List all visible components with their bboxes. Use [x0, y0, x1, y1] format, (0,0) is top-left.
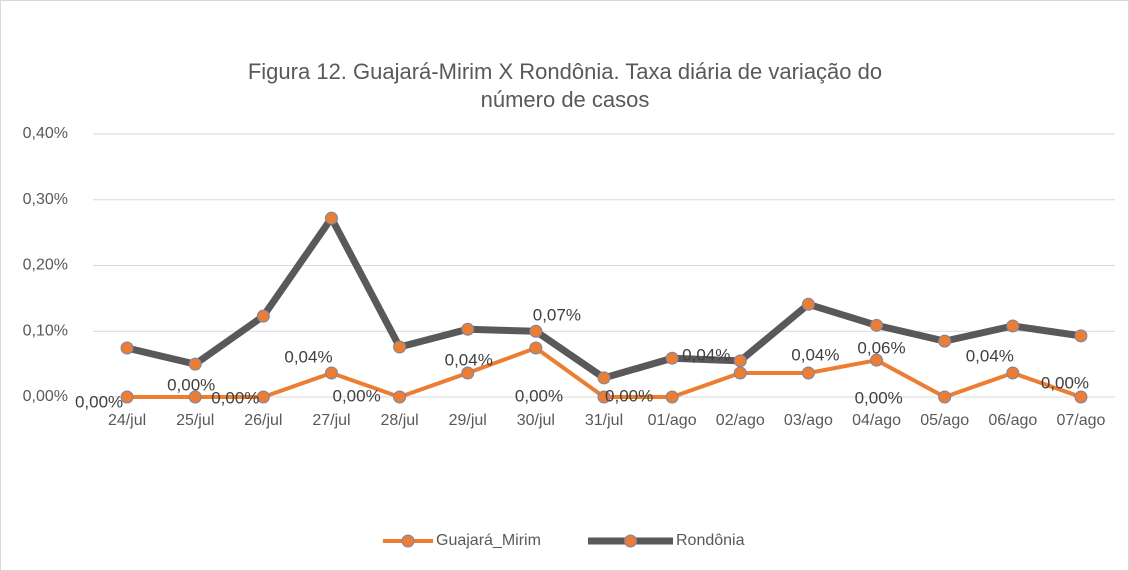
x-tick-label: 07/ago — [1056, 412, 1105, 429]
data-label: 0,06% — [857, 339, 905, 358]
data-point — [801, 366, 815, 380]
x-tick-label: 25/jul — [176, 412, 214, 429]
data-point — [665, 351, 679, 365]
data-label: 0,00% — [75, 392, 123, 411]
y-tick-label: 0,30% — [23, 191, 68, 208]
legend-marker — [624, 534, 637, 548]
data-point — [1006, 366, 1020, 380]
y-tick-label: 0,00% — [23, 388, 68, 405]
y-tick-label: 0,40% — [23, 125, 68, 142]
data-point — [1006, 319, 1020, 333]
data-point — [120, 341, 134, 355]
y-tick-label: 0,20% — [23, 257, 68, 274]
x-tick-label: 03/ago — [784, 412, 833, 429]
legend-marker — [401, 534, 415, 548]
data-point — [733, 354, 747, 368]
data-point — [393, 340, 407, 354]
x-tick-label: 31/jul — [585, 412, 623, 429]
x-tick-label: 26/jul — [244, 412, 282, 429]
data-label: 0,04% — [966, 346, 1014, 365]
data-point — [256, 309, 270, 323]
data-label: 0,00% — [211, 388, 259, 407]
legend-label: Guajará_Mirim — [436, 532, 541, 549]
x-tick-label: 27/jul — [312, 412, 350, 429]
x-tick-label: 30/jul — [517, 412, 555, 429]
y-tick-label: 0,10% — [23, 322, 68, 339]
data-point — [120, 390, 134, 404]
data-label: 0,00% — [605, 386, 653, 405]
data-point — [1074, 390, 1088, 404]
data-point — [870, 353, 884, 367]
data-point — [870, 318, 884, 332]
x-tick-label: 28/jul — [380, 412, 418, 429]
data-point — [801, 297, 815, 311]
x-tick-label: 02/ago — [716, 412, 765, 429]
legend-label: Rondônia — [676, 532, 745, 549]
data-point — [188, 390, 202, 404]
data-point — [597, 371, 611, 385]
data-point — [461, 366, 475, 380]
data-label: 0,04% — [284, 347, 332, 366]
x-tick-label: 05/ago — [920, 412, 969, 429]
data-point — [324, 366, 338, 380]
data-point — [1074, 329, 1088, 343]
x-tick-label: 06/ago — [988, 412, 1037, 429]
data-point — [393, 390, 407, 404]
data-point — [938, 334, 952, 348]
data-point — [529, 324, 543, 338]
data-point — [188, 357, 202, 371]
x-tick-label: 24/jul — [108, 412, 146, 429]
data-label: 0,07% — [533, 306, 581, 325]
data-label: 0,04% — [682, 345, 730, 364]
data-label: 0,00% — [855, 388, 903, 407]
data-point — [938, 390, 952, 404]
chart-title: Figura 12. Guajará-Mirim X Rondônia. Tax… — [247, 59, 883, 112]
data-point — [665, 390, 679, 404]
data-label: 0,00% — [167, 375, 215, 394]
series-line — [126, 214, 1082, 382]
data-label: 0,00% — [515, 386, 563, 405]
data-point — [529, 341, 543, 355]
data-point — [597, 390, 611, 404]
data-label: 0,04% — [791, 345, 839, 364]
data-point — [256, 390, 270, 404]
data-label: 0,00% — [332, 386, 380, 405]
x-tick-label: 01/ago — [648, 412, 697, 429]
data-point — [324, 211, 338, 225]
data-point — [733, 366, 747, 380]
data-label: 0,00% — [1041, 373, 1089, 392]
x-tick-label: 04/ago — [852, 412, 901, 429]
data-label: 0,04% — [445, 350, 493, 369]
x-tick-label: 29/jul — [449, 412, 487, 429]
data-point — [461, 322, 475, 336]
